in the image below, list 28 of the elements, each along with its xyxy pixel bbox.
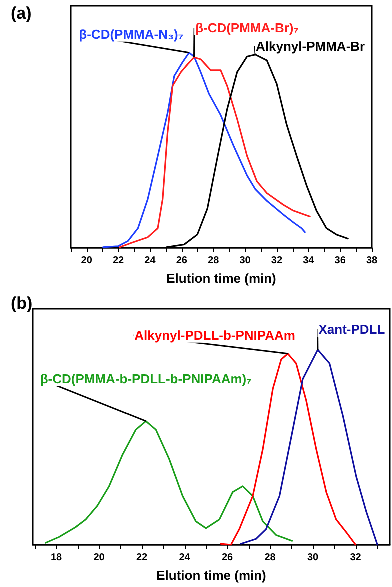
x-tick-label: 34 (303, 256, 315, 266)
x-axis-title: Elution time (min) (156, 568, 266, 583)
x-tick-label: 26 (222, 552, 234, 564)
x-tick-label: 30 (240, 256, 252, 266)
x-tick-label: 22 (136, 552, 148, 564)
x-tick-label: 28 (208, 256, 220, 266)
x-tick-label: 24 (179, 552, 191, 564)
chart-title: (a) (11, 4, 32, 23)
x-tick-label: 32 (271, 256, 283, 266)
series-label: Alkynyl-PDLL-b-PNIPAAm (134, 328, 296, 343)
x-axis-title: Elution time (min) (166, 271, 276, 286)
text: β-CD(PMMA-b-PDLL-b-PNIPAAm)₇ (40, 371, 252, 386)
legend-label: Alkynyl-PMMA-Br (256, 38, 366, 54)
x-tick-label: 22 (112, 256, 125, 266)
x-tick-label: 30 (307, 552, 320, 564)
x-tick-label: 32 (350, 552, 362, 564)
x-tick-label: 28 (264, 552, 276, 564)
x-tick-label: 24 (144, 256, 156, 266)
x-tick-label: 26 (176, 256, 188, 266)
x-tick-label: 20 (81, 256, 93, 266)
x-tick-label: 36 (334, 256, 346, 266)
series-label: β-CD(PMMA-N₃)₇ (79, 26, 184, 42)
x-tick-label: 18 (50, 552, 63, 564)
series-label: Xant-PDLL (318, 322, 386, 337)
series-label: β-CD(PMMA-Br)₇ (196, 20, 299, 36)
x-tick-label: 38 (366, 256, 378, 266)
x-tick-label: 20 (94, 552, 106, 564)
chart-title: (b) (11, 294, 33, 313)
